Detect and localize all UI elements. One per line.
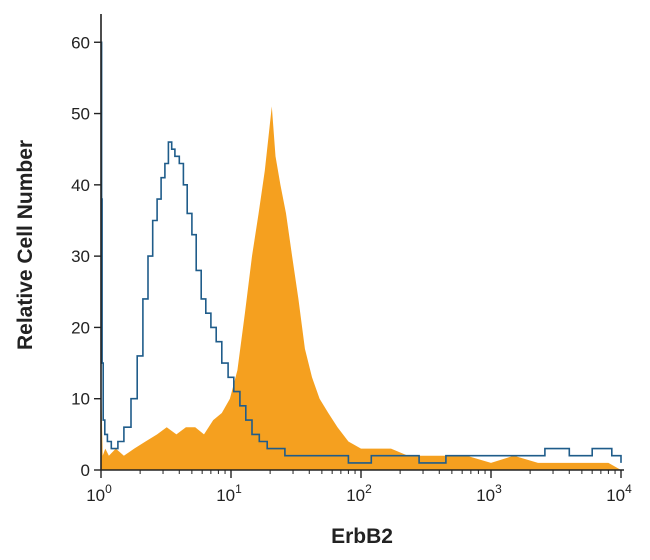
- x-tick-label: 101: [216, 482, 242, 505]
- y-tick-label: 20: [71, 318, 90, 337]
- y-tick-label: 30: [71, 247, 90, 266]
- y-axis-title: Relative Cell Number: [14, 140, 37, 350]
- axes-layer: [100, 14, 624, 471]
- series-outline-histogram: [100, 41, 622, 464]
- x-tick-label: 104: [606, 482, 632, 505]
- x-axis-title: ErbB2: [331, 525, 393, 548]
- y-tick-label: 10: [71, 390, 90, 409]
- x-tick-label: 100: [86, 482, 112, 505]
- x-tick-label: 102: [346, 482, 372, 505]
- y-tick-label: 0: [81, 461, 90, 480]
- ticks-layer: 0 10 20 30 40 50 60 100 101 102 103 104: [71, 33, 632, 505]
- y-tick-label: 50: [71, 105, 90, 124]
- series-layer: [100, 41, 622, 471]
- y-tick-label: 40: [71, 176, 90, 195]
- y-tick-label: 60: [71, 33, 90, 52]
- x-tick-label: 103: [476, 482, 502, 505]
